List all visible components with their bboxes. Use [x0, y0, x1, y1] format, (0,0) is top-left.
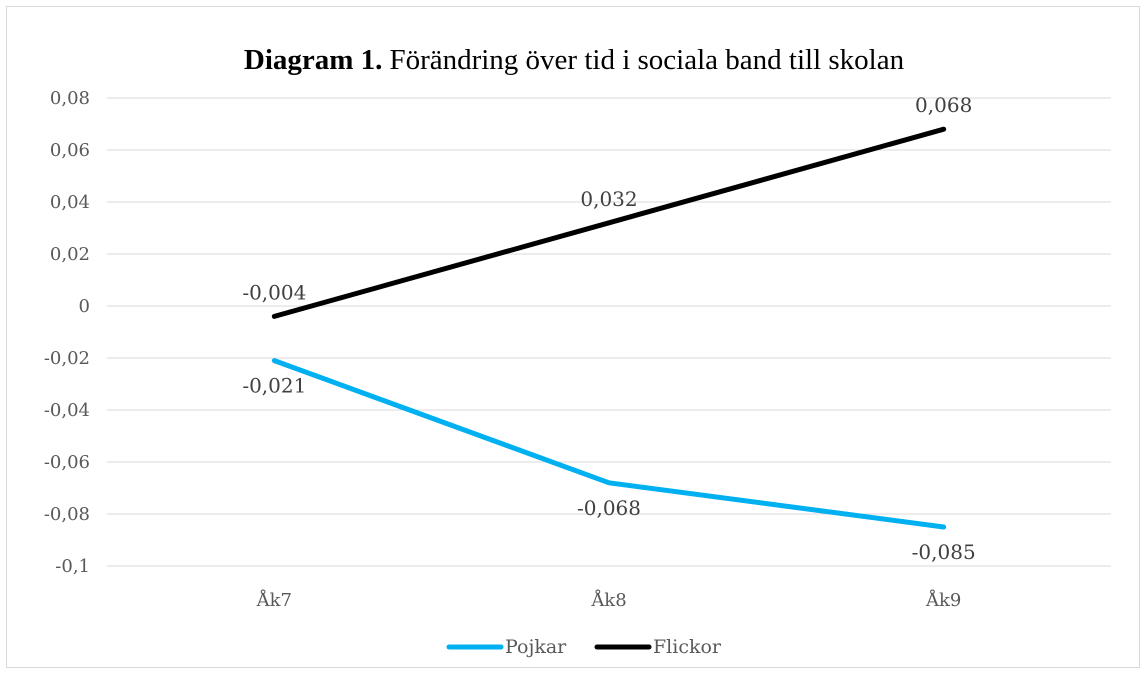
series-line-pojkar	[271, 358, 947, 530]
data-label: -0,068	[577, 496, 641, 520]
y-tick-label: 0,04	[50, 192, 90, 213]
x-tick-label: Åk7	[256, 589, 292, 611]
data-label: 0,032	[580, 187, 637, 211]
y-tick-label: 0,02	[50, 244, 90, 265]
data-label: -0,085	[912, 540, 976, 564]
y-tick-label: 0,06	[50, 140, 90, 161]
chart-title-rest: Förändring över tid i sociala band till …	[389, 44, 904, 76]
y-tick-label: 0	[79, 296, 90, 317]
x-tick-label: Åk8	[590, 589, 626, 611]
data-label: -0,004	[242, 280, 306, 304]
x-axis-ticks: Åk7 Åk8 Åk9	[256, 589, 962, 611]
gridlines	[107, 97, 1111, 567]
data-label: -0,021	[242, 374, 306, 398]
y-tick-label: -0,06	[44, 452, 90, 473]
x-tick-label: Åk9	[925, 589, 961, 611]
y-tick-label: -0,1	[55, 556, 90, 577]
data-label: 0,068	[915, 93, 972, 117]
y-axis-ticks: 0,08 0,06 0,04 0,02 0 -0,02 -0,04 -0,06 -0,08 -0,…	[44, 88, 90, 577]
y-tick-label: -0,08	[44, 504, 90, 525]
legend-label: Flickor	[653, 636, 722, 658]
chart-title: Diagram 1. Förändring över tid i sociala …	[244, 44, 905, 76]
legend-label: Pojkar	[505, 636, 567, 658]
line-chart: Diagram 1. Förändring över tid i sociala …	[44, 44, 1111, 658]
y-tick-label: -0,04	[44, 400, 90, 421]
y-tick-label: -0,02	[44, 348, 90, 369]
legend: Pojkar Flickor	[446, 636, 722, 658]
series-lines	[271, 126, 947, 530]
chart-title-bold: Diagram 1.	[244, 44, 383, 76]
chart-frame: Diagram 1. Förändring över tid i sociala …	[6, 6, 1140, 668]
series-line-flickor	[271, 126, 947, 319]
y-tick-label: 0,08	[50, 88, 90, 109]
data-labels: -0,021 -0,068 -0,085 -0,004 0,032 0,068	[242, 93, 975, 564]
